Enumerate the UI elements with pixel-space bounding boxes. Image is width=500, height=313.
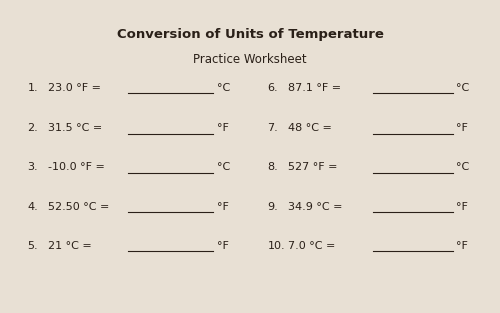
Text: 2.: 2. [28, 123, 38, 133]
Text: 21 °C =: 21 °C = [48, 241, 95, 251]
Text: 4.: 4. [28, 202, 38, 212]
Text: °F: °F [216, 241, 228, 251]
Text: 527 °F =: 527 °F = [288, 162, 341, 172]
Text: Practice Worksheet: Practice Worksheet [193, 53, 307, 66]
Text: °F: °F [216, 202, 228, 212]
Text: 48 °C =: 48 °C = [288, 123, 335, 133]
Text: 34.9 °C =: 34.9 °C = [288, 202, 346, 212]
Text: -10.0 °F =: -10.0 °F = [48, 162, 108, 172]
Text: °F: °F [216, 123, 228, 133]
Text: °C: °C [456, 162, 469, 172]
Text: °C: °C [216, 83, 230, 93]
Text: 3.: 3. [28, 162, 38, 172]
Text: 23.0 °F =: 23.0 °F = [48, 83, 104, 93]
Text: °F: °F [456, 241, 468, 251]
Text: 52.50 °C =: 52.50 °C = [48, 202, 112, 212]
Text: Conversion of Units of Temperature: Conversion of Units of Temperature [116, 28, 384, 41]
Text: 10.: 10. [268, 241, 285, 251]
Text: 9.: 9. [268, 202, 278, 212]
Text: 31.5 °C =: 31.5 °C = [48, 123, 105, 133]
Text: 87.1 °F =: 87.1 °F = [288, 83, 344, 93]
Text: 7.0 °C =: 7.0 °C = [288, 241, 339, 251]
Text: °F: °F [456, 202, 468, 212]
Text: 8.: 8. [268, 162, 278, 172]
Text: °C: °C [456, 83, 469, 93]
Text: 6.: 6. [268, 83, 278, 93]
Text: 7.: 7. [268, 123, 278, 133]
Text: °F: °F [456, 123, 468, 133]
Text: °C: °C [216, 162, 230, 172]
Text: 5.: 5. [28, 241, 38, 251]
Text: 1.: 1. [28, 83, 38, 93]
